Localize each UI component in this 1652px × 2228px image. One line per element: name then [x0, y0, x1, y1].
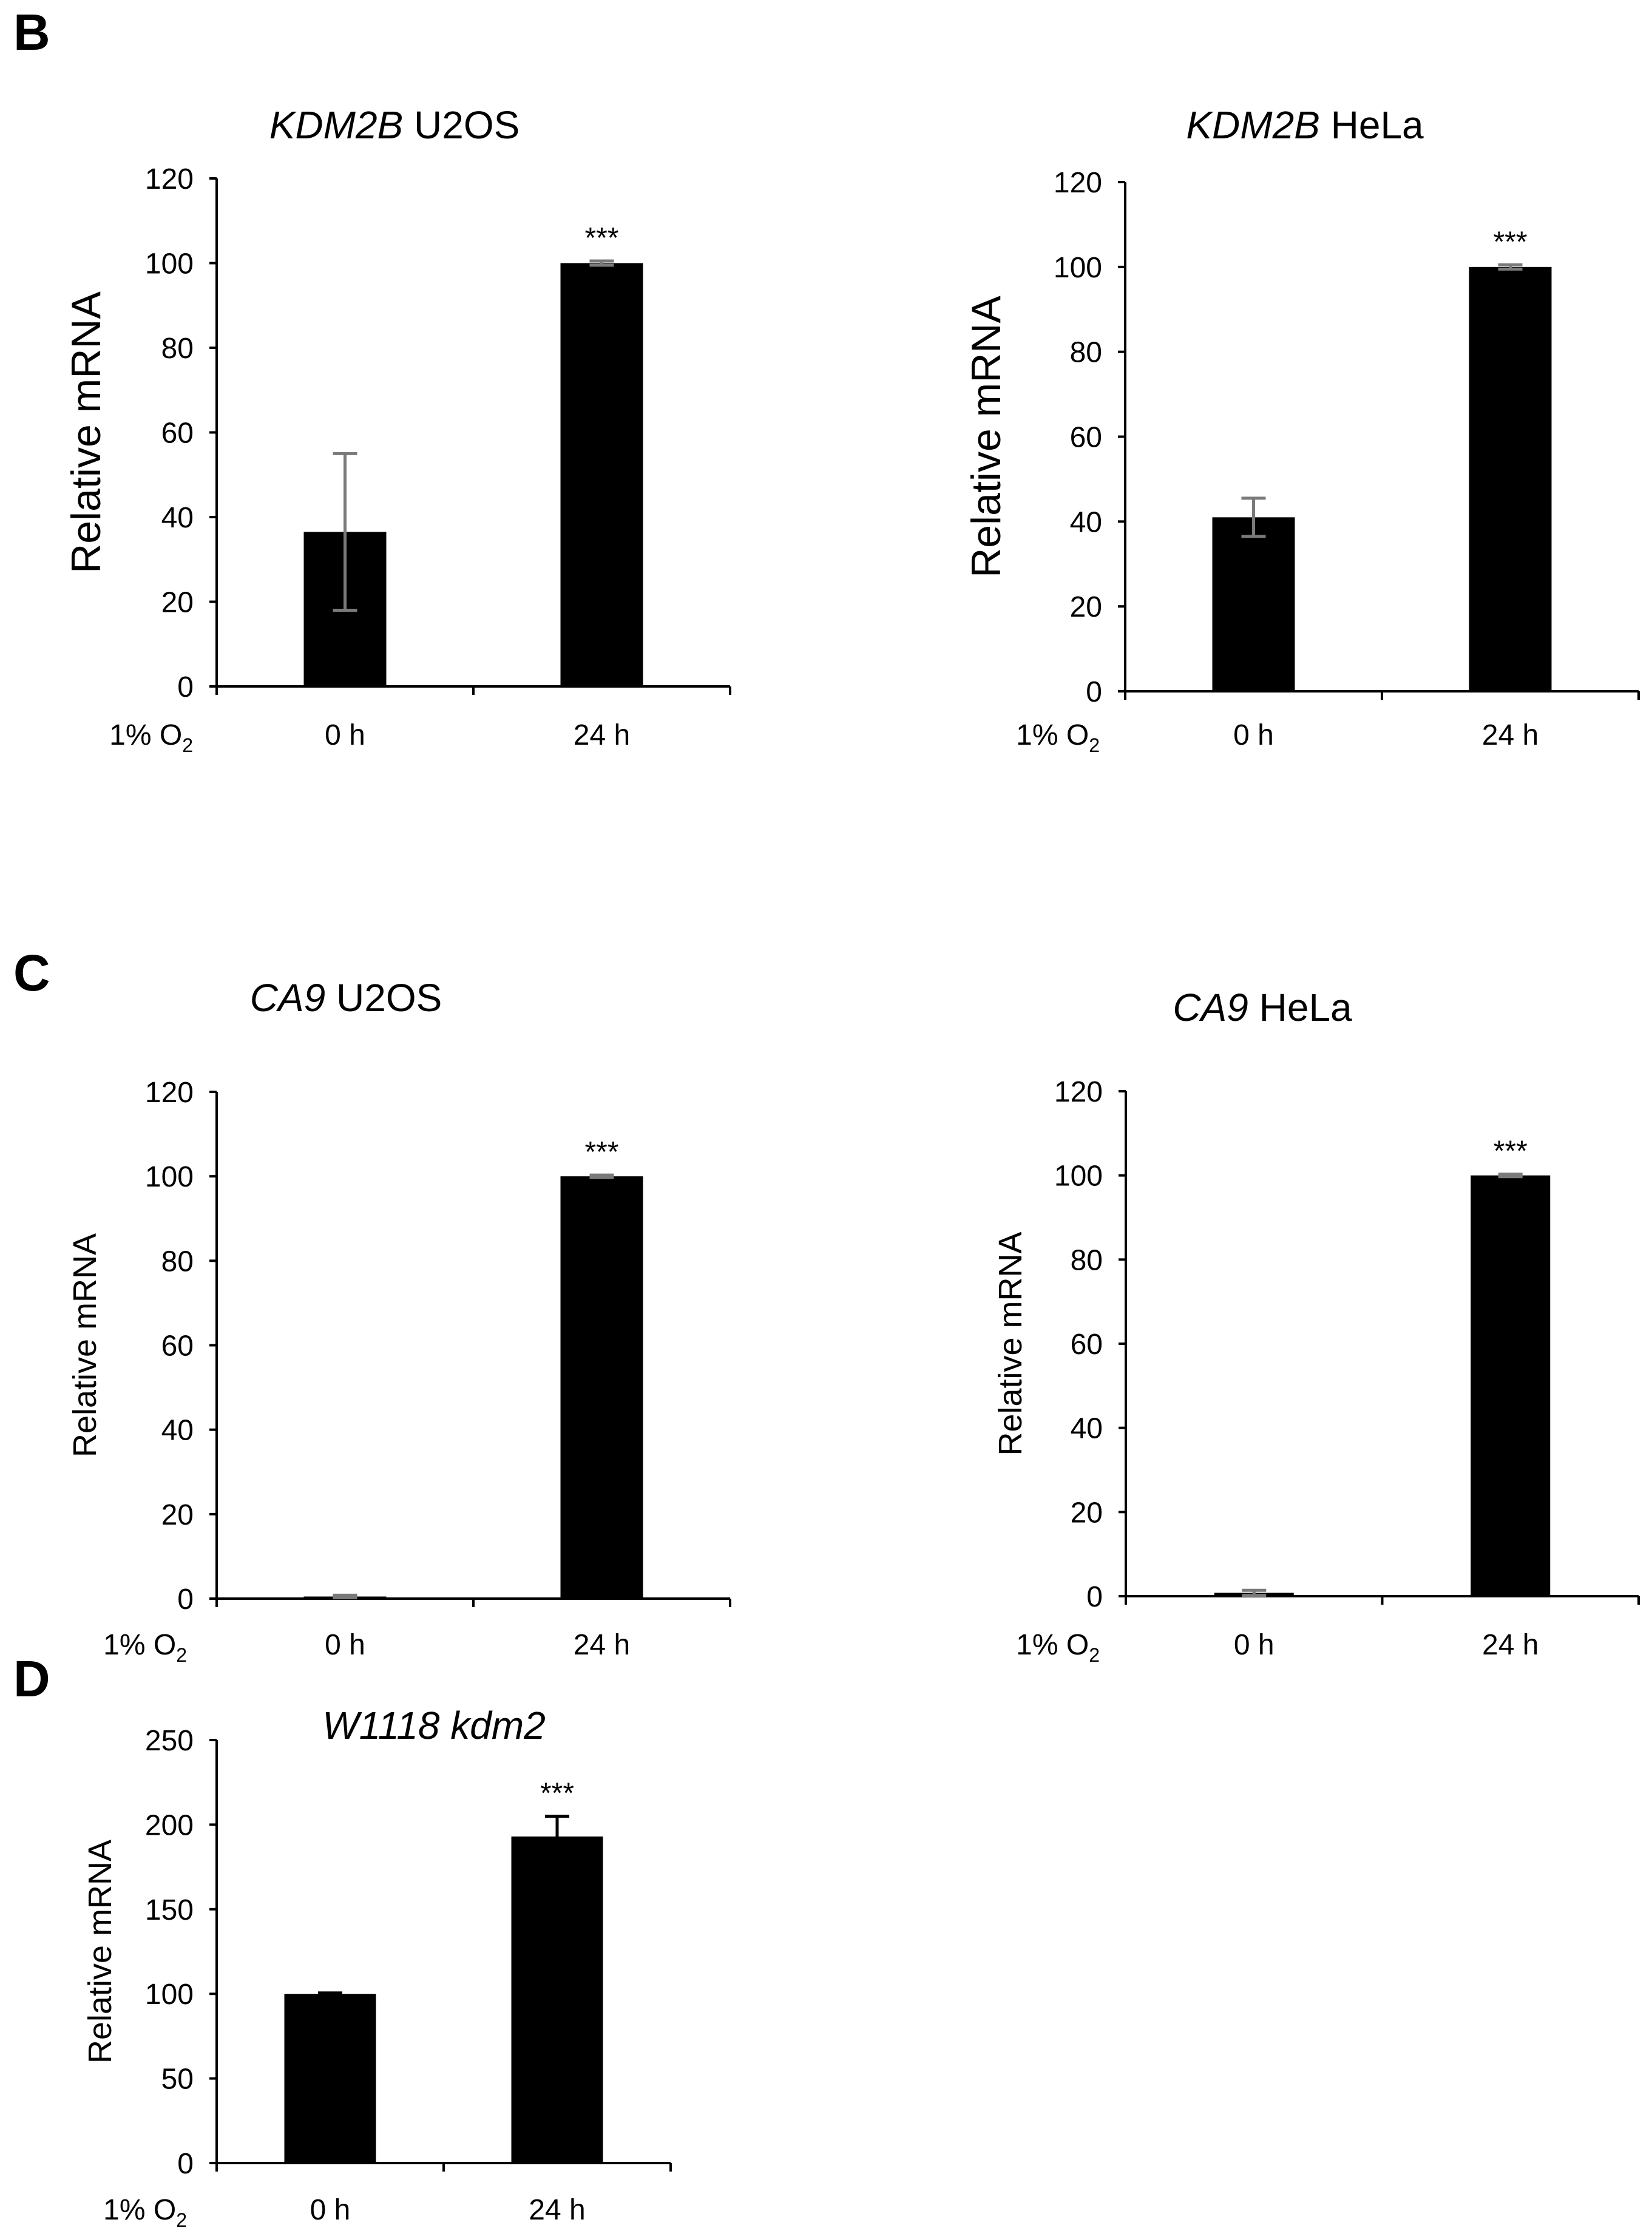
chart-title-gene: KDM2B	[269, 103, 404, 147]
x-category-label: 24 h	[1482, 1629, 1539, 1661]
x-category-label: 0 h	[1233, 719, 1274, 751]
significance-marker: ***	[1493, 226, 1527, 258]
y-tick-label: 100	[145, 1979, 194, 2011]
chart-ca9-hela: CA9 HeLa Relative mRNA 0 20 40 60 80 100 120 1% O…	[992, 986, 1639, 1666]
y-tick-label: 80	[1070, 337, 1102, 369]
chart-title-cell-line: U2OS	[403, 103, 520, 147]
y-tick-label: 60	[161, 1330, 194, 1363]
y-tick-label: 80	[161, 1245, 194, 1278]
condition-label: 1% O2	[103, 1629, 187, 1666]
y-tick-label: 20	[1071, 1497, 1103, 1529]
y-tick-label: 100	[145, 248, 194, 280]
y-tick-label: 120	[145, 1077, 194, 1109]
y-tick-label: 0	[177, 2148, 194, 2180]
y-axis-label: Relative mRNA	[63, 291, 109, 573]
x-category-label: 0 h	[325, 719, 365, 751]
y-tick-label: 40	[1071, 1413, 1103, 1445]
bar-24h	[1471, 1176, 1550, 1596]
chart-title: W1118 kdm2	[322, 1704, 546, 1747]
bar-24h	[561, 263, 643, 687]
x-category-label: 0 h	[1234, 1629, 1275, 1661]
chart-title-gene: CA9	[250, 976, 326, 1020]
y-tick-label: 20	[1070, 591, 1102, 623]
y-tick-label: 50	[161, 2064, 194, 2096]
chart-title: CA9 HeLa	[1173, 986, 1352, 1029]
figure: B C D KDM2B U2OS Relative mRNA 0 20 40 60 80 10…	[0, 0, 1652, 2228]
chart-title: CA9 U2OS	[250, 976, 442, 1020]
y-tick-label: 120	[145, 163, 194, 195]
y-tick-label: 20	[161, 1499, 194, 1531]
x-category-label: 24 h	[529, 2194, 585, 2226]
chart-w1118-kdm2: W1118 kdm2 Relative mRNA 0 50 100 150 200 250 1%…	[82, 1704, 671, 2228]
chart-title-gene: CA9	[1173, 986, 1248, 1029]
chart-title-gene: W1118 kdm2	[322, 1704, 546, 1747]
significance-marker: ***	[584, 1136, 618, 1168]
y-tick-label: 0	[177, 671, 194, 703]
bar-24h	[1469, 267, 1552, 691]
chart-ca9-u2os: CA9 U2OS Relative mRNA 0 20 40 60 80 100 120 1% O…	[67, 976, 730, 1666]
y-tick-label: 40	[161, 1415, 194, 1447]
bar-24h	[512, 1837, 603, 2163]
x-category-label: 24 h	[1482, 719, 1539, 751]
panel-letter-c: C	[13, 944, 50, 1001]
y-tick-label: 40	[161, 502, 194, 534]
significance-marker: ***	[1494, 1136, 1528, 1168]
chart-title-gene: KDM2B	[1186, 103, 1320, 147]
y-tick-label: 20	[161, 587, 194, 619]
y-tick-label: 80	[1071, 1244, 1103, 1276]
y-tick-label: 40	[1070, 506, 1102, 538]
bar-24h	[561, 1176, 643, 1599]
y-tick-label: 0	[1086, 676, 1102, 708]
y-axis-label: Relative mRNA	[963, 295, 1009, 577]
chart-title-cell-line: HeLa	[1248, 986, 1352, 1029]
condition-label: 1% O2	[103, 2194, 187, 2228]
y-tick-label: 100	[145, 1161, 194, 1193]
y-axis-label: Relative mRNA	[82, 1840, 118, 2064]
chart-title: KDM2B U2OS	[269, 103, 520, 147]
x-category-label: 0 h	[310, 2194, 351, 2226]
y-tick-label: 200	[145, 1809, 194, 1841]
x-category-label: 0 h	[325, 1629, 365, 1661]
chart-kdm2b-u2os: KDM2B U2OS Relative mRNA 0 20 40 60 80 100 120 1%…	[63, 103, 730, 756]
y-axis-label: Relative mRNA	[67, 1233, 103, 1457]
y-tick-label: 0	[1086, 1581, 1103, 1613]
x-category-label: 24 h	[574, 1629, 630, 1661]
y-tick-label: 60	[1071, 1329, 1103, 1361]
y-tick-label: 80	[161, 333, 194, 365]
condition-label: 1% O2	[1016, 719, 1100, 756]
significance-marker: ***	[540, 1777, 574, 1809]
y-axis-label: Relative mRNA	[992, 1231, 1029, 1455]
significance-marker: ***	[584, 222, 618, 254]
y-tick-label: 100	[1054, 1160, 1103, 1193]
chart-title-cell-line: U2OS	[325, 976, 442, 1020]
y-tick-label: 100	[1054, 252, 1102, 284]
x-category-label: 24 h	[574, 719, 630, 751]
chart-title-cell-line: HeLa	[1320, 103, 1424, 147]
condition-label: 1% O2	[109, 719, 193, 756]
chart-title: KDM2B HeLa	[1186, 103, 1424, 147]
panel-letter-d: D	[13, 1650, 50, 1707]
y-tick-label: 0	[177, 1583, 194, 1616]
chart-kdm2b-hela: KDM2B HeLa Relative mRNA 0 20 40 60 80 100 120 1%…	[963, 103, 1639, 756]
y-tick-label: 60	[161, 418, 194, 450]
y-tick-label: 250	[145, 1725, 194, 1757]
panel-letter-b: B	[13, 4, 50, 61]
condition-label: 1% O2	[1016, 1629, 1100, 1666]
y-tick-label: 60	[1070, 422, 1102, 454]
y-tick-label: 120	[1054, 167, 1102, 199]
y-tick-label: 120	[1054, 1076, 1103, 1108]
bar-0h	[1213, 517, 1295, 691]
y-tick-label: 150	[145, 1894, 194, 1926]
bar-0h	[285, 1994, 376, 2163]
